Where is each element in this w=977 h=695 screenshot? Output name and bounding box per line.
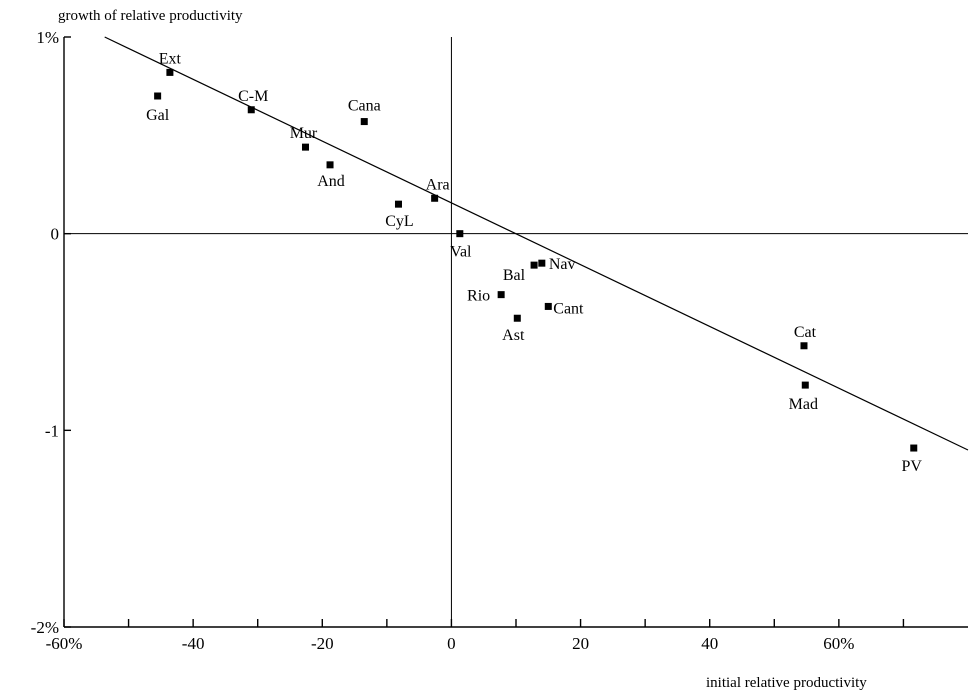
- data-point-nav: [538, 260, 545, 267]
- x-tick-label: -20: [311, 634, 334, 653]
- x-axis-ticks: -60% -40 -20 0 20 40 60%: [46, 619, 904, 653]
- x-tick-label: 60%: [823, 634, 854, 653]
- data-label-nav: Nav: [549, 256, 576, 273]
- x-tick-label: 0: [447, 634, 456, 653]
- data-point-and: [327, 161, 334, 168]
- data-point-rio: [498, 291, 505, 298]
- data-point-ext: [166, 69, 173, 76]
- data-point-ara: [431, 195, 438, 202]
- data-points: Ext Gal C-M Cana Mur And Ara CyL Val Nav Bal Rio Can…: [146, 50, 922, 475]
- data-label-val: Val: [450, 244, 472, 261]
- data-label-gal: Gal: [146, 107, 170, 124]
- data-point-gal: [154, 93, 161, 100]
- data-point-bal: [531, 262, 538, 269]
- data-label-cyl: CyL: [385, 213, 413, 230]
- data-label-rio: Rio: [467, 288, 490, 305]
- data-label-bal: Bal: [503, 267, 526, 284]
- y-tick-label: 0: [51, 225, 60, 244]
- data-label-cat: Cat: [794, 324, 817, 341]
- x-tick-label: -40: [182, 634, 205, 653]
- data-label-ast: Ast: [502, 327, 525, 344]
- data-label-mad: Mad: [789, 396, 818, 413]
- y-axis-ticks: 1% 0 -1 -2%: [31, 28, 71, 637]
- x-axis-title: initial relative productivity: [706, 675, 867, 691]
- data-point-mur: [302, 144, 309, 151]
- data-label-cana: Cana: [348, 98, 381, 115]
- data-point-cant: [545, 303, 552, 310]
- data-label-and: And: [317, 173, 345, 190]
- data-label-cant: Cant: [553, 300, 584, 317]
- data-point-ast: [514, 315, 521, 322]
- fit-line-group: [105, 37, 968, 450]
- y-axis-title: growth of relative productivity: [58, 8, 243, 24]
- data-point-cat: [800, 342, 807, 349]
- x-tick-label: 20: [572, 634, 589, 653]
- y-tick-label: 1%: [36, 28, 59, 47]
- data-point-val: [456, 230, 463, 237]
- y-tick-label: -1: [45, 421, 59, 440]
- data-point-c-m: [248, 106, 255, 113]
- fit-line: [105, 37, 968, 450]
- data-label-pv: PV: [902, 458, 923, 475]
- data-point-cyl: [395, 201, 402, 208]
- data-label-ext: Ext: [159, 50, 182, 67]
- data-label-ara: Ara: [426, 176, 450, 193]
- data-label-c-m: C-M: [238, 88, 268, 105]
- x-tick-label: 40: [701, 634, 718, 653]
- data-point-pv: [910, 445, 917, 452]
- data-point-cana: [361, 118, 368, 125]
- data-label-mur: Mur: [290, 125, 318, 142]
- data-point-mad: [802, 382, 809, 389]
- y-tick-label: -2%: [31, 618, 59, 637]
